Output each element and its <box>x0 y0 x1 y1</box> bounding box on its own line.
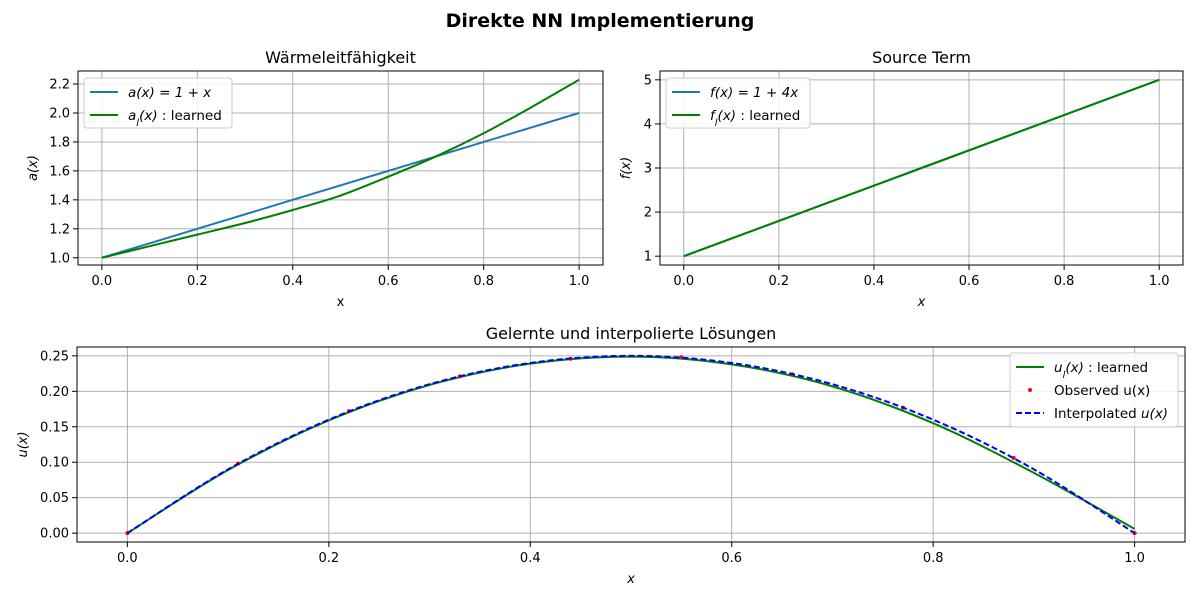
chart-panel-solutions: 0.0 0.2 0.4 0.6 0.8 1.0 0.00 0.05 0.10 0.15 0.20 0.… <box>16 324 1186 587</box>
legend-box <box>665 77 811 129</box>
x-tick-label: 0.8 <box>923 551 944 566</box>
x-tick-label: 1.0 <box>569 274 590 289</box>
x-tick-label: 0.6 <box>721 551 742 566</box>
y-tick-label: 1.0 <box>49 251 70 266</box>
series-interpolated-u-x <box>126 354 1136 534</box>
x-tick-label: 0.2 <box>318 551 339 566</box>
x-tick-label: 0.4 <box>282 274 303 289</box>
y-tick-label: 2 <box>644 206 652 221</box>
x-axis-label: x <box>337 295 345 310</box>
legend-box <box>1009 352 1179 428</box>
y-tick-label: 4 <box>644 117 652 132</box>
y-tick-label: 0.25 <box>40 349 69 364</box>
x-tick-label: 0.2 <box>769 274 790 289</box>
legend-label: fl(x) : learned <box>710 108 800 129</box>
legend-box <box>83 77 233 129</box>
y-axis-label: a(x) <box>26 155 41 181</box>
y-tick-label: 2.0 <box>49 106 70 121</box>
y-tick-label: 1.2 <box>49 222 70 237</box>
x-tick-label: 0.8 <box>473 274 494 289</box>
legend-label: f(x) = 1 + 4x <box>710 85 799 101</box>
x-tick-label: 1.0 <box>1124 551 1145 566</box>
axes-title: Wärmeleitfähigkeit <box>265 48 416 67</box>
axes-title: Source Term <box>872 48 971 67</box>
y-axis-label: u(x) <box>16 431 31 457</box>
legend: ul(x) : learned Observed u(x) Interpolated… <box>1009 352 1179 428</box>
legend: f(x) = 1 + 4x fl(x) : learned <box>665 77 811 129</box>
legend-label: al(x) : learned <box>128 108 222 129</box>
y-tick-label: 2.2 <box>49 78 70 93</box>
axes-frame <box>77 70 604 266</box>
y-tick-label: 1.8 <box>49 135 70 150</box>
y-axis-label: f(x) <box>619 157 634 179</box>
x-tick-label: 0.2 <box>187 274 208 289</box>
axes-title: Gelernte und interpolierte Lösungen <box>486 324 777 343</box>
x-axis-label: x <box>917 295 926 310</box>
legend: a(x) = 1 + x al(x) : learned <box>83 77 233 129</box>
y-tick-label: 0.00 <box>40 527 69 542</box>
chart-panel-conductivity: 0.0 0.2 0.4 0.6 0.8 1.0 1.0 1.2 1.4 1.6 1.8 2.0 2.2 W… <box>26 48 604 310</box>
series-f-l-x-learned <box>683 78 1160 258</box>
data-point <box>679 355 684 360</box>
series-a-l-x-learned <box>101 78 580 259</box>
x-tick-label: 0.4 <box>520 551 541 566</box>
series-a-x-1-x <box>101 112 580 259</box>
y-tick-label: 3 <box>644 162 652 177</box>
legend-marker <box>1028 388 1032 392</box>
x-axis-label: x <box>626 572 635 587</box>
axes-frame <box>76 346 1186 543</box>
x-tick-label: 0.6 <box>959 274 980 289</box>
legend-label: a(x) = 1 + x <box>128 85 212 101</box>
legend-label: Observed u(x) <box>1054 383 1150 399</box>
y-tick-label: 5 <box>644 73 652 88</box>
y-tick-label: 0.15 <box>40 420 69 435</box>
x-tick-label: 0.0 <box>92 274 113 289</box>
chart-panel-source-term: 0.0 0.2 0.4 0.6 0.8 1.0 1 2 3 4 5 Source Term x f(x) f… <box>619 48 1184 310</box>
y-tick-label: 1 <box>644 250 652 265</box>
x-tick-label: 0.0 <box>673 274 694 289</box>
x-tick-label: 0.8 <box>1054 274 1075 289</box>
x-tick-label: 0.6 <box>378 274 399 289</box>
y-tick-label: 0.20 <box>40 385 69 400</box>
y-tick-label: 0.05 <box>40 491 69 506</box>
x-tick-label: 0.4 <box>864 274 885 289</box>
series-u-l-x-learned <box>126 355 1136 534</box>
y-tick-label: 1.4 <box>49 193 70 208</box>
figure-title: Direkte NN Implementierung <box>446 10 755 32</box>
x-tick-label: 1.0 <box>1149 274 1170 289</box>
x-tick-label: 0.0 <box>117 551 138 566</box>
legend-label: Interpolated u(x) <box>1054 406 1168 422</box>
y-tick-label: 1.6 <box>49 164 70 179</box>
legend-label: ul(x) : learned <box>1054 360 1148 381</box>
y-tick-label: 0.10 <box>40 456 69 471</box>
